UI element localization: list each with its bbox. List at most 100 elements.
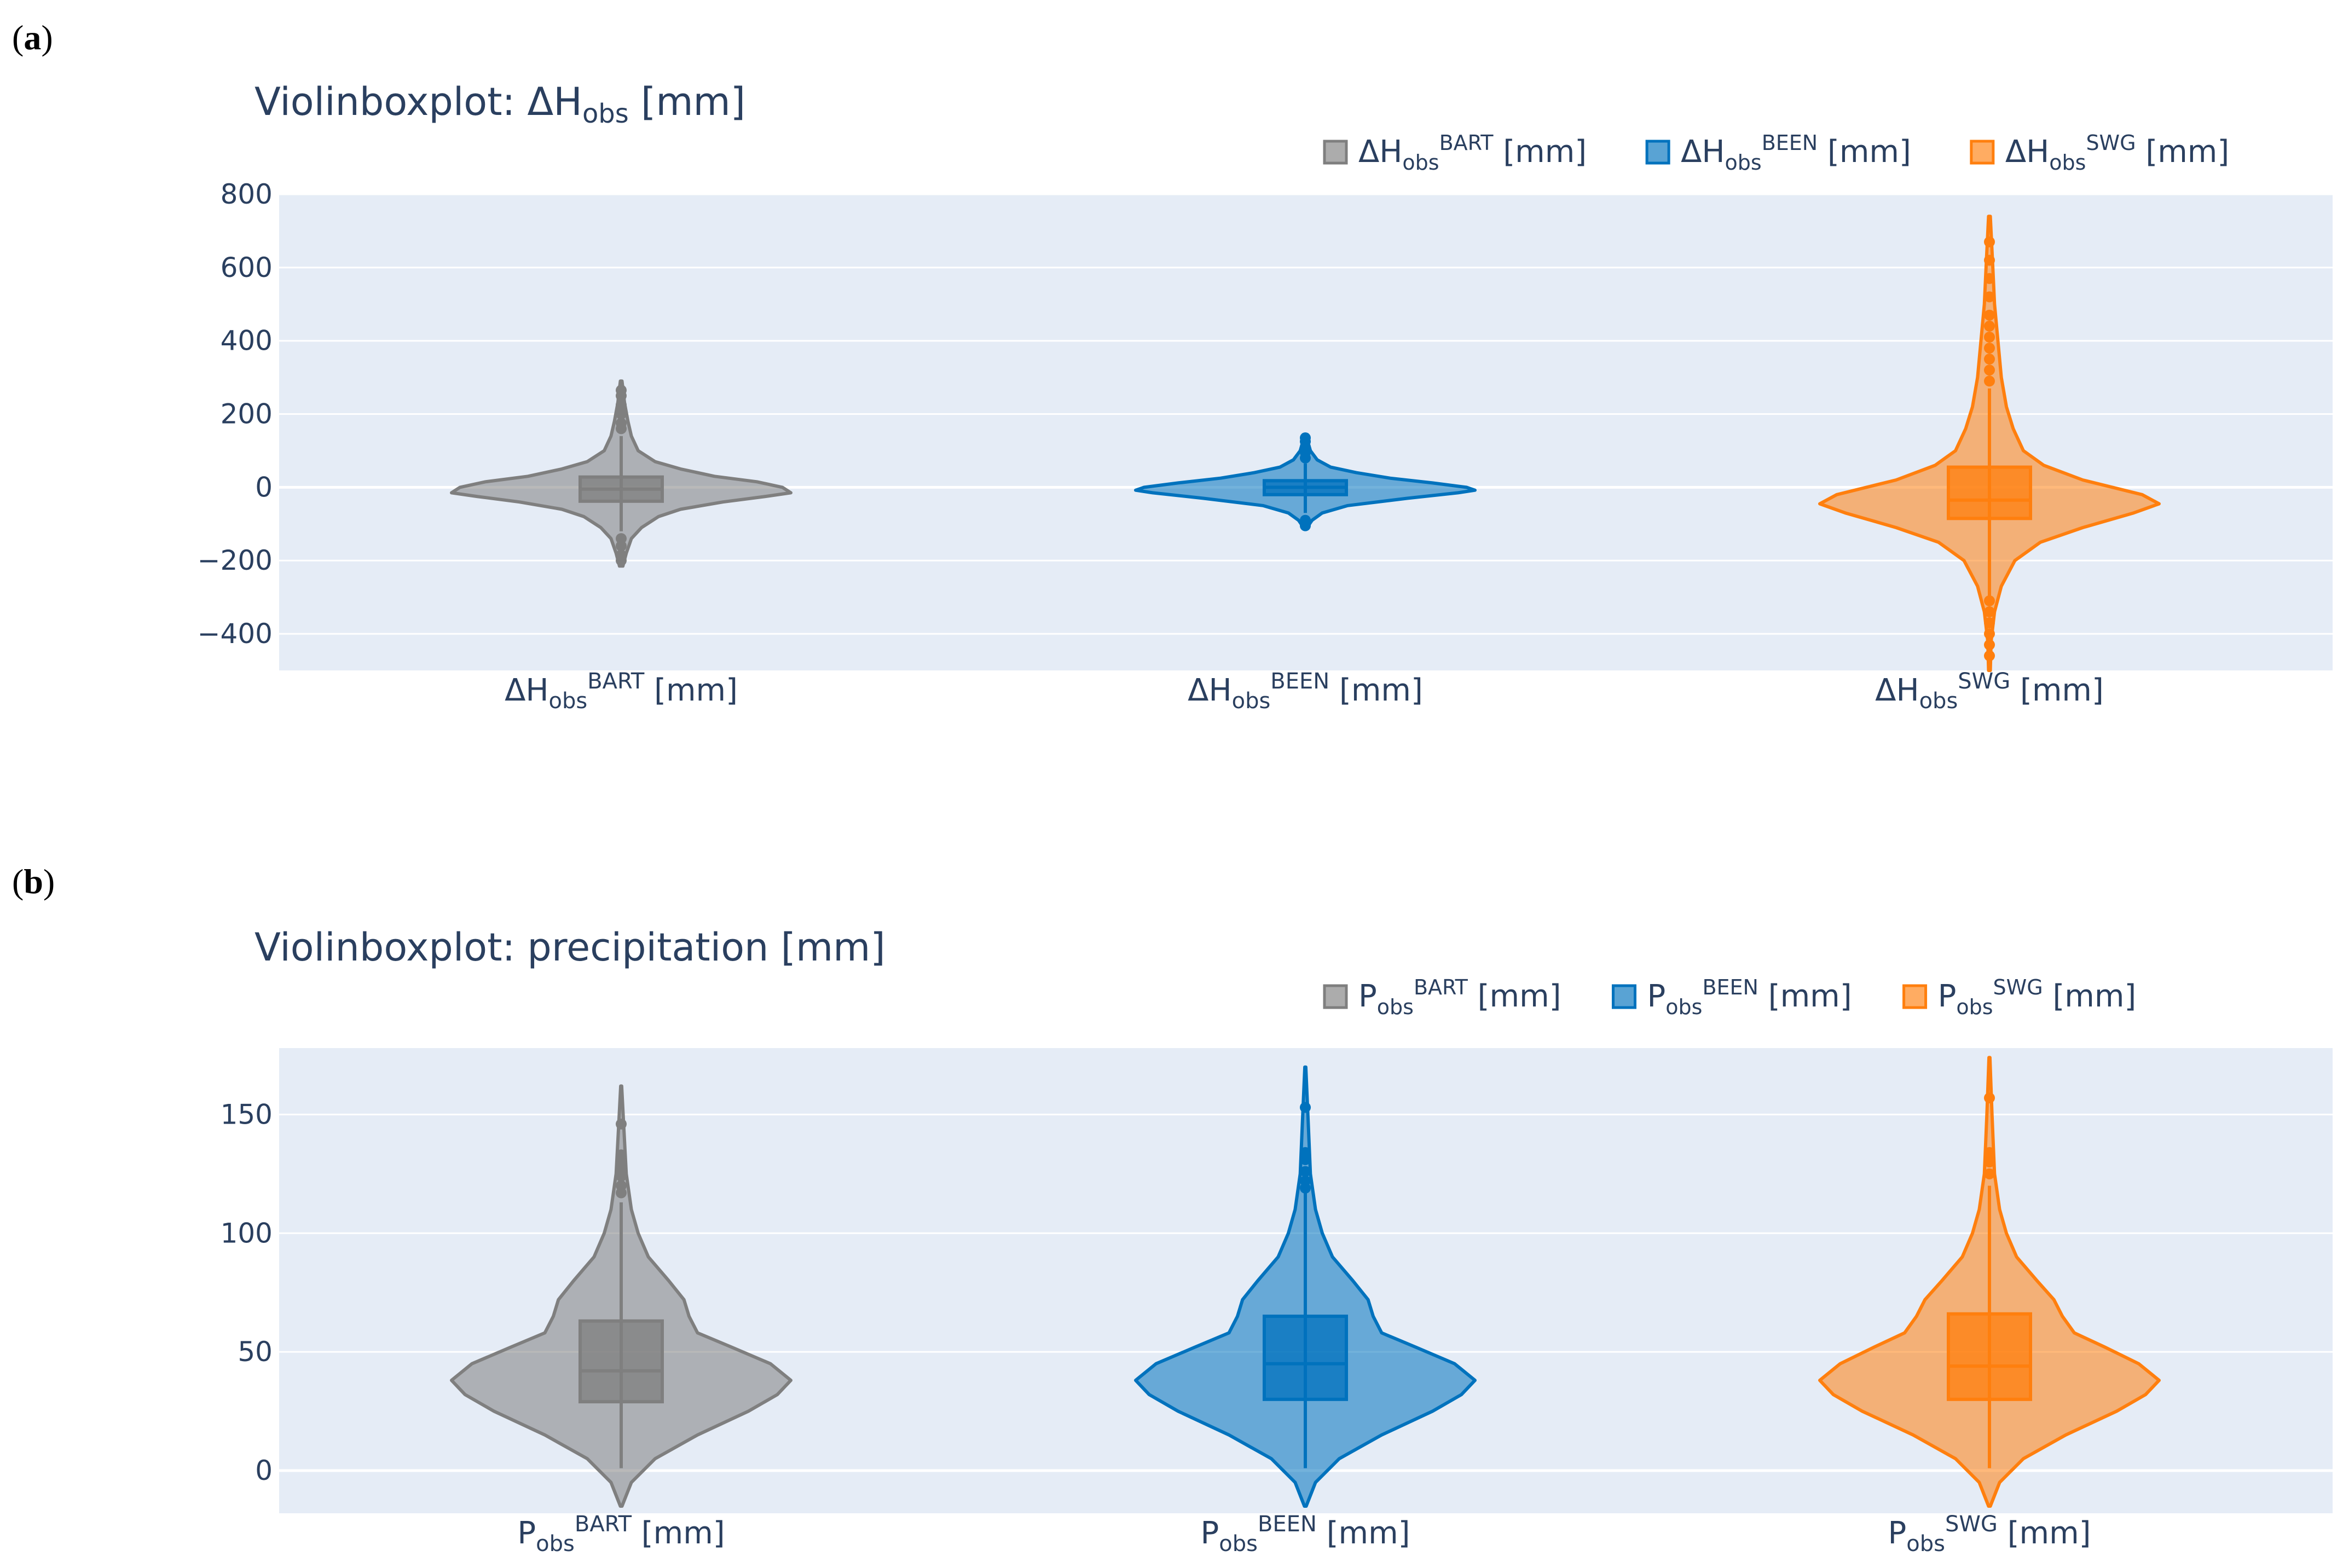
label-subscript: obs xyxy=(2049,151,2086,175)
outlier-point xyxy=(1984,236,1995,247)
outlier-point xyxy=(616,1118,627,1130)
y-tick-label: 0 xyxy=(255,1455,273,1486)
y-tick-label: 50 xyxy=(238,1336,273,1368)
label-suffix: [mm] xyxy=(1758,979,1852,1014)
y-tick-labels-b: 0 50 100 150 xyxy=(221,1098,273,1486)
violin-series-2 xyxy=(1134,432,1477,531)
label-subscript: obs xyxy=(1919,688,1958,714)
outlier-point xyxy=(616,1180,627,1191)
plot-area-a xyxy=(279,194,2333,670)
outlier-point xyxy=(1984,332,1995,343)
label-base: ΔH xyxy=(1358,134,1402,170)
x-category-label: PobsSWG [mm] xyxy=(1888,1512,2091,1557)
box xyxy=(1947,1312,2032,1401)
legend-item[interactable]: PobsBEEN [mm] xyxy=(1611,975,1852,1019)
y-tick-label: 200 xyxy=(221,398,273,430)
legend-b: PobsBART [mm] PobsBEEN [mm] PobsSWG [mm] xyxy=(1323,975,2137,1019)
legend-label: PobsBART [mm] xyxy=(1358,975,1561,1019)
legend-item[interactable]: ΔHobsBART [mm] xyxy=(1323,131,1587,175)
x-category-labels-a: ΔHobsBART [mm] ΔHobsBEEN [mm] ΔHobsSWG [mm… xyxy=(505,669,2104,714)
outlier-point xyxy=(1984,273,1995,284)
label-base: ΔH xyxy=(2005,134,2049,170)
legend-item[interactable]: PobsSWG [mm] xyxy=(1902,975,2137,1019)
violin-series-3 xyxy=(1818,1056,2161,1508)
box xyxy=(1947,465,2032,520)
y-tick-label: 800 xyxy=(221,178,273,210)
outlier-point xyxy=(616,549,627,561)
legend-item[interactable]: ΔHobsBEEN [mm] xyxy=(1645,131,1911,175)
label-base: ΔH xyxy=(505,673,548,708)
label-superscript: BEEN xyxy=(1258,1512,1317,1537)
label-base: P xyxy=(1888,1515,1906,1551)
y-tick-labels-a: −400 −200 0 200 400 600 800 xyxy=(198,178,273,650)
label-superscript: SWG xyxy=(1958,669,2010,694)
legend-swatch xyxy=(1323,984,1348,1009)
legend-a: ΔHobsBART [mm] ΔHobsBEEN [mm] ΔHobsSWG [mm… xyxy=(1323,131,2229,175)
label-base: Violinboxplot: ΔH xyxy=(254,79,582,124)
label-subscript: obs xyxy=(548,688,587,714)
box xyxy=(578,1319,664,1404)
outlier-point xyxy=(616,533,627,545)
label-suffix: [mm] xyxy=(1329,673,1423,708)
chart-title-b: Violinboxplot: precipitation [mm] xyxy=(254,925,886,970)
label-superscript: BEEN xyxy=(1270,669,1329,694)
outlier-point xyxy=(1984,291,1995,303)
y-tick-label: 150 xyxy=(221,1098,273,1130)
outlier-point xyxy=(1984,254,1995,266)
label-base: P xyxy=(517,1515,536,1551)
label-subscript: obs xyxy=(1219,1531,1258,1557)
label-superscript: SWG xyxy=(2086,131,2136,155)
legend-label: PobsBEEN [mm] xyxy=(1647,975,1852,1019)
outlier-point xyxy=(616,408,627,420)
outlier-point xyxy=(1300,1102,1311,1113)
y-tick-label: −200 xyxy=(198,545,273,576)
violin-series-1 xyxy=(450,379,792,568)
x-category-label: ΔHobsBEEN [mm] xyxy=(1188,669,1423,714)
violin-series-2 xyxy=(1134,1065,1477,1508)
panel-label-a: (a) xyxy=(12,18,53,57)
label-base: ΔH xyxy=(1681,134,1725,170)
label-suffix: [mm] xyxy=(1317,1515,1410,1551)
label-suffix: [mm] xyxy=(644,673,738,708)
label-subscript: obs xyxy=(1956,995,1993,1019)
outlier-point xyxy=(1984,650,1995,662)
legend-label: ΔHobsSWG [mm] xyxy=(2005,131,2229,175)
label-subscript: obs xyxy=(1377,995,1414,1019)
label-subscript: obs xyxy=(1402,151,1439,175)
label-suffix: [mm] xyxy=(1494,134,1587,170)
x-category-label: ΔHobsSWG [mm] xyxy=(1875,669,2104,714)
outlier-point xyxy=(1984,309,1995,321)
legend-swatch xyxy=(1323,140,1348,165)
label-suffix: [mm] xyxy=(2010,673,2104,708)
outlier-point xyxy=(616,1149,627,1161)
violin-series-1 xyxy=(450,1084,792,1508)
x-category-label: PobsBART [mm] xyxy=(517,1512,725,1557)
label-subscript: obs xyxy=(1906,1531,1945,1557)
label-suffix: [mm] xyxy=(632,1515,725,1551)
label-suffix: [mm] xyxy=(1818,134,1911,170)
label-superscript: BART xyxy=(1414,975,1468,999)
label-suffix: [mm] xyxy=(2136,134,2230,170)
outlier-point xyxy=(1300,1147,1311,1158)
outlier-point xyxy=(1984,1092,1995,1104)
outlier-point xyxy=(1984,595,1995,606)
y-tick-label: 400 xyxy=(221,325,273,357)
label-superscript: BART xyxy=(587,669,645,694)
outlier-point xyxy=(1984,375,1995,387)
panel-label-b: (b) xyxy=(12,862,55,901)
legend-item[interactable]: ΔHobsSWG [mm] xyxy=(1970,131,2229,175)
label-subscript: obs xyxy=(1232,688,1271,714)
y-tick-label: 0 xyxy=(255,471,273,503)
label-base: ΔH xyxy=(1188,673,1231,708)
label-superscript: BART xyxy=(575,1512,632,1537)
outlier-point xyxy=(1984,639,1995,651)
label-base: Violinboxplot: precipitation [mm] xyxy=(254,925,886,970)
legend-item[interactable]: PobsBART [mm] xyxy=(1323,975,1561,1019)
label-base: ΔH xyxy=(1875,673,1919,708)
outlier-point xyxy=(1984,320,1995,332)
outlier-point xyxy=(1300,432,1311,444)
outlier-point xyxy=(1984,354,1995,365)
label-subscript: obs xyxy=(536,1531,575,1557)
label-suffix: [mm] xyxy=(2043,979,2137,1014)
